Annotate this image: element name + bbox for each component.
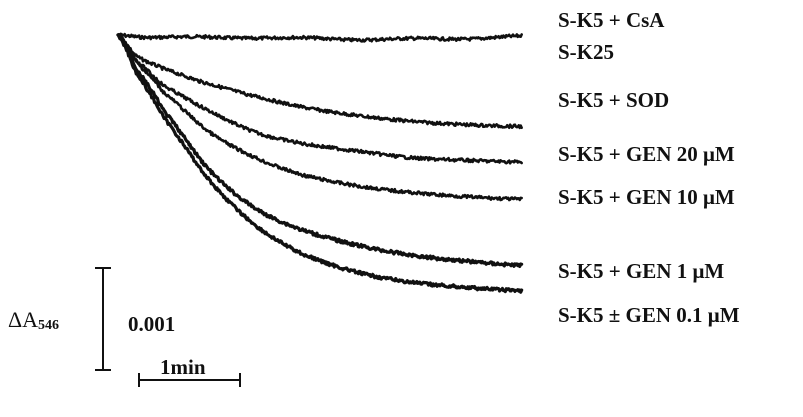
trace-0 [116,32,523,43]
trace-2 [116,33,523,165]
series-label-gen01: S-K5 ± GEN 0.1 μM [558,303,740,327]
trace-group [116,32,524,294]
trace-1 [116,33,523,130]
x-scale-bar: 1min [138,355,241,387]
series-label-gen1: S-K5 + GEN 1 μM [558,259,724,283]
series-label-group: S-K5 + CsA S-K25 S-K5 + SOD S-K5 + GEN 2… [558,8,740,327]
y-scale-label-main: ΔA [8,307,38,332]
series-label-gen20: S-K5 + GEN 20 μM [558,142,735,166]
series-label-csa: S-K5 + CsA [558,8,665,32]
series-label-sod: S-K5 + SOD [558,88,669,112]
y-scale-value: 0.001 [128,312,175,336]
series-label-k25: S-K25 [558,40,614,64]
y-scale-bar: ΔA546 0.001 [8,267,175,371]
trace-3 [116,33,523,202]
trace-5 [116,33,524,294]
y-scale-label: ΔA546 [8,307,59,333]
y-scale-label-sub: 546 [38,318,59,333]
series-label-gen10: S-K5 + GEN 10 μM [558,185,735,209]
x-scale-value: 1min [160,355,206,379]
trace-4 [116,33,524,269]
